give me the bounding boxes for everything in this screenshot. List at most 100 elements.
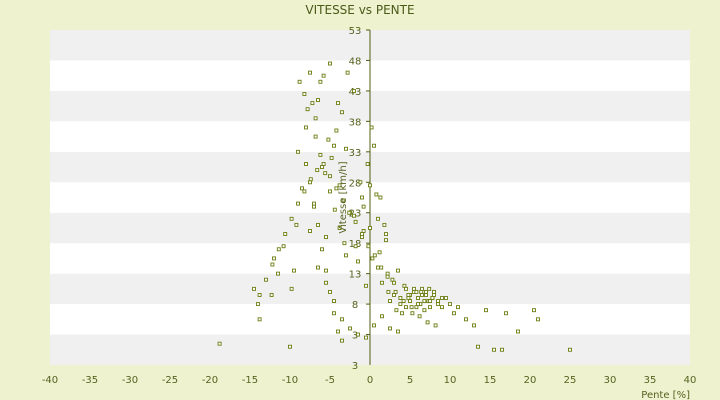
data-point [436,302,440,307]
data-point [276,271,280,276]
data-point [340,198,345,203]
data-point [360,195,364,200]
data-point [353,244,358,249]
data-point [336,101,340,106]
data-point [289,286,294,291]
data-point [313,134,318,139]
data-point [332,143,336,148]
data-point [372,253,377,258]
data-point [393,289,398,294]
data-point [440,296,444,300]
data-point [324,280,328,285]
x-tick-label: -15 [242,375,258,386]
data-point [365,162,370,166]
data-point [430,296,435,300]
x-tick-label: -10 [282,375,298,386]
data-point [504,311,508,316]
data-point [320,247,324,252]
data-point [385,271,390,276]
data-point [377,250,382,255]
data-point [308,177,313,182]
data-point [432,293,436,297]
data-point [385,274,390,279]
data-point [326,137,331,142]
data-point [401,299,406,303]
data-point [464,317,468,322]
data-point [398,302,403,307]
data-point [372,143,376,148]
data-point [281,244,286,249]
data-point [440,305,444,310]
data-point [276,247,281,252]
data-point [305,107,310,112]
data-point [419,289,424,294]
data-point [379,265,384,270]
y-tick-label: 38 [349,117,362,128]
data-point [392,293,396,297]
data-point [296,149,300,154]
data-point [396,329,400,334]
data-point [402,283,407,288]
data-point [310,101,315,106]
data-point [369,125,374,130]
data-point [329,155,334,160]
data-point [444,296,448,300]
data-point [252,286,256,291]
data-point [270,262,275,267]
data-point [302,189,307,194]
data-point [264,277,268,282]
data-point [500,347,504,352]
data-point [328,174,332,179]
data-point [296,201,300,206]
data-point [340,110,344,115]
data-point [516,329,520,334]
y-tick-label: 3 [352,331,358,342]
data-point [368,226,372,230]
data-point [302,92,307,96]
data-point [425,320,430,325]
data-point [384,232,388,236]
data-point [337,183,342,188]
data-point [408,299,412,303]
data-point [428,305,432,310]
data-point [410,311,415,316]
x-tick-label: 10 [444,375,457,386]
data-point [374,192,379,197]
data-point [257,317,262,322]
data-point [308,229,312,233]
data-point [342,241,347,246]
data-point [315,168,320,173]
x-tick-label: -40 [42,375,58,386]
data-point [321,73,326,78]
data-point [376,216,380,221]
data-point [332,207,337,212]
data-point [406,296,411,300]
x-tick-label: -25 [162,375,178,386]
data-point [392,280,396,285]
data-point [316,222,320,227]
data-point [384,238,388,243]
data-point [433,323,438,328]
x-tick-label: -35 [82,375,98,386]
y-tick-label: 33 [349,148,362,159]
x-tick-label: 30 [604,375,617,386]
x-tick-label: 15 [484,375,497,386]
data-point [308,70,312,75]
data-point [427,286,432,291]
data-point [217,341,222,346]
y-tick-label: 8 [352,300,358,311]
data-point [420,286,424,291]
data-point [332,299,336,303]
data-point [358,180,363,185]
y-tick-label-bottom: 3 [352,361,358,372]
data-point [448,302,452,307]
data-point [300,186,304,191]
data-point [424,293,428,297]
data-point [476,344,480,349]
data-point [288,344,292,349]
data-point [364,283,368,288]
data-point [420,293,424,297]
data-point [328,289,332,294]
x-axis-ticks: -40 -35 -30 -25 -20 -15 -10 -5 0 5 10 15 20 25 30 35 40 [42,375,697,386]
data-point [345,70,350,75]
